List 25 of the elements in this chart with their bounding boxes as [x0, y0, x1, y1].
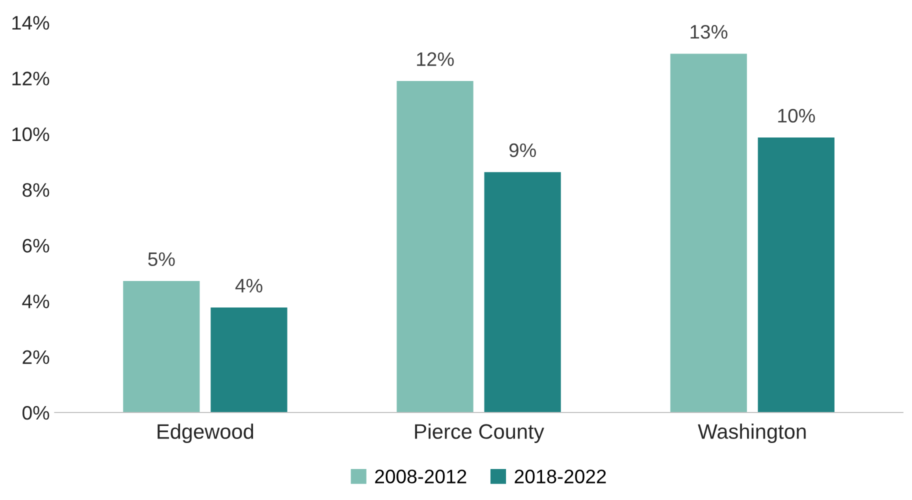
- x-tick-label: Edgewood: [158, 424, 254, 444]
- y-tick-label: 12%: [12, 72, 50, 86]
- bar: [670, 54, 747, 412]
- data-label: 10%: [778, 108, 815, 123]
- data-label: 13%: [690, 24, 728, 39]
- legend-label: 2018-2022: [514, 470, 606, 484]
- bar: [210, 307, 288, 412]
- bar: [123, 281, 200, 412]
- y-tick-label: 4%: [22, 294, 50, 308]
- data-label: 4%: [235, 278, 262, 292]
- y-tick-label: 0%: [22, 406, 50, 420]
- y-tick-label: 10%: [12, 127, 50, 142]
- legend-label: 2008-2012: [375, 470, 466, 484]
- bar: [484, 172, 561, 412]
- y-tick-label: 6%: [22, 238, 50, 253]
- data-label: 12%: [417, 52, 454, 66]
- bar: [758, 138, 834, 412]
- data-label: 9%: [509, 143, 536, 158]
- y-tick-label: 8%: [22, 183, 50, 197]
- bar: [396, 81, 474, 412]
- x-tick-label: Washington: [698, 424, 806, 444]
- x-tick-label: Pierce County: [415, 424, 544, 444]
- y-tick-label: 14%: [12, 16, 50, 30]
- data-label: 5%: [148, 252, 175, 266]
- y-tick-label: 2%: [22, 350, 50, 364]
